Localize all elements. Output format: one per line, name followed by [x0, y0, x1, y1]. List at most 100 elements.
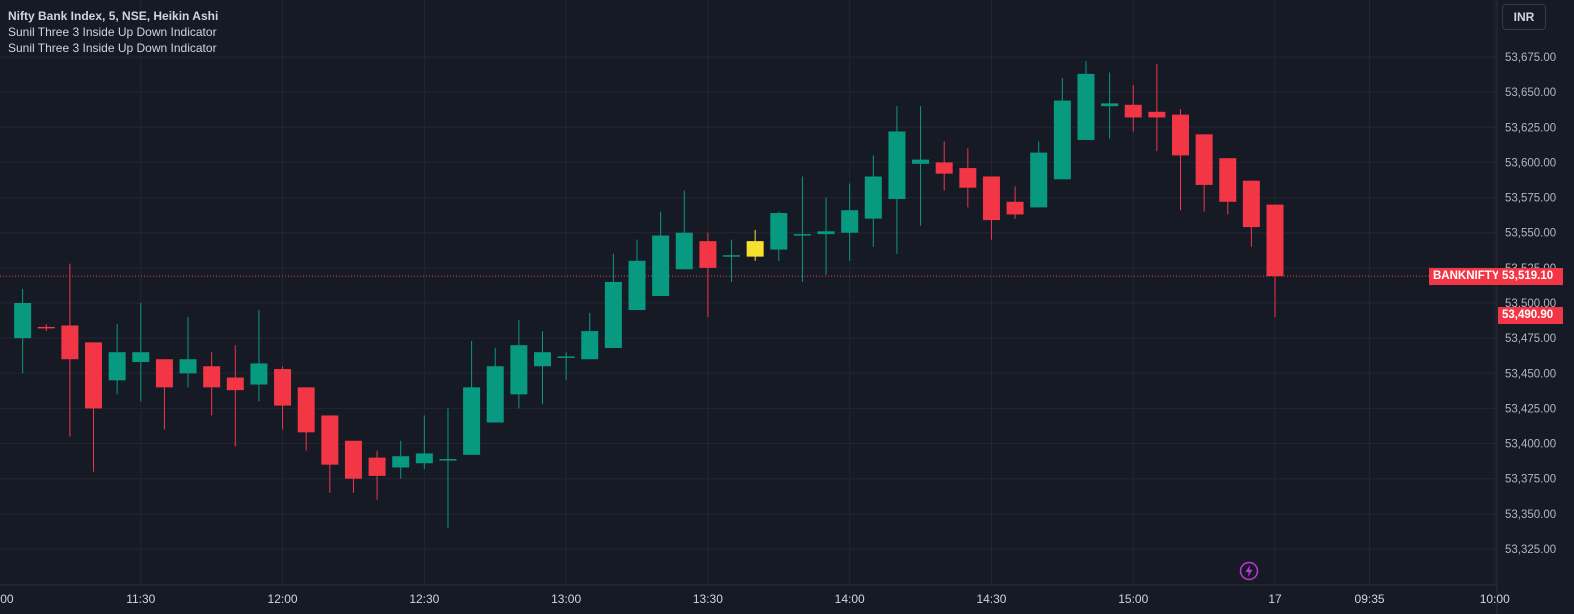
candle[interactable]: [1219, 158, 1237, 215]
candle[interactable]: [297, 387, 315, 451]
candle[interactable]: [817, 197, 835, 275]
candle-body: [344, 440, 362, 479]
candle[interactable]: [1077, 61, 1095, 140]
candle-body: [604, 281, 622, 348]
candle[interactable]: [982, 176, 1000, 240]
candle[interactable]: [1006, 186, 1024, 219]
candle[interactable]: [1195, 134, 1213, 212]
candle[interactable]: [675, 190, 693, 270]
candle[interactable]: [723, 239, 741, 282]
candle-body: [817, 231, 835, 235]
candle[interactable]: [344, 440, 362, 493]
candle[interactable]: [581, 312, 599, 360]
candle[interactable]: [61, 263, 79, 437]
candle[interactable]: [746, 229, 764, 261]
candle-body: [628, 260, 646, 311]
candle[interactable]: [652, 211, 670, 296]
candle[interactable]: [1266, 204, 1284, 318]
candle[interactable]: [533, 331, 551, 405]
candle[interactable]: [1101, 72, 1119, 139]
lightning-bolt-icon[interactable]: [1239, 561, 1259, 581]
candle-body: [841, 210, 859, 233]
candle[interactable]: [1172, 109, 1189, 211]
price-axis[interactable]: 53,325.00 53,350.00 53,375.00 53,400.00 53,4…: [1496, 0, 1556, 614]
candle-body: [959, 168, 977, 188]
candle[interactable]: [274, 366, 292, 430]
x-tick-label: 17: [1268, 592, 1282, 606]
candle-body: [61, 325, 79, 360]
candle[interactable]: [912, 106, 930, 226]
grid-lines: [0, 0, 1497, 585]
time-axis[interactable]: 11:00 11:30 12:00 12:30 13:00 13:30 14:00 14:30…: [0, 584, 1510, 606]
candle-body: [37, 326, 55, 329]
candle-body: [793, 234, 811, 236]
candle[interactable]: [155, 359, 173, 430]
candle-body: [581, 331, 599, 360]
chart-legend: Nifty Bank Index, 5, NSE, Heikin Ashi Su…: [8, 8, 218, 56]
candle[interactable]: [793, 176, 811, 282]
candle-body: [912, 159, 930, 164]
candle[interactable]: [85, 342, 103, 472]
candle[interactable]: [628, 239, 646, 311]
y-tick-label: 53,500.00: [1505, 298, 1556, 310]
candle-body: [250, 363, 268, 385]
candle[interactable]: [1148, 64, 1166, 152]
candle[interactable]: [864, 155, 882, 247]
candle[interactable]: [1030, 141, 1048, 208]
candle[interactable]: [132, 303, 150, 402]
candle[interactable]: [368, 450, 386, 500]
candle[interactable]: [415, 415, 433, 469]
candle[interactable]: [439, 408, 457, 528]
candle-body: [108, 352, 126, 381]
candle[interactable]: [935, 141, 953, 191]
candle[interactable]: [604, 253, 622, 348]
x-tick-label: 13:30: [693, 592, 723, 606]
indicator-label[interactable]: Sunil Three 3 Inside Up Down Indicator: [8, 25, 217, 39]
candle[interactable]: [1124, 85, 1142, 132]
candle-body: [155, 359, 173, 388]
x-tick-label: 14:00: [835, 592, 865, 606]
y-tick-label: 53,600.00: [1505, 157, 1556, 169]
candle-body: [652, 235, 670, 296]
candle[interactable]: [888, 106, 906, 254]
candle[interactable]: [226, 345, 244, 447]
x-tick-label: 14:30: [976, 592, 1006, 606]
candle[interactable]: [179, 317, 197, 388]
candle[interactable]: [321, 415, 339, 493]
candle[interactable]: [14, 288, 32, 374]
candle[interactable]: [1053, 78, 1071, 180]
candle[interactable]: [37, 324, 55, 332]
y-tick-label: 53,400.00: [1505, 439, 1556, 451]
candle[interactable]: [463, 340, 481, 455]
candle[interactable]: [959, 148, 977, 208]
candle[interactable]: [557, 352, 575, 381]
indicator-label[interactable]: Sunil Three 3 Inside Up Down Indicator: [8, 41, 217, 55]
candle[interactable]: [392, 440, 410, 479]
x-tick-label: 10:00: [1480, 592, 1510, 606]
x-tick-label: 13:00: [551, 592, 581, 606]
candle-body: [1219, 158, 1237, 202]
candle[interactable]: [203, 352, 221, 416]
candle-body: [1124, 104, 1142, 118]
x-tick-label: 15:00: [1118, 592, 1148, 606]
currency-button[interactable]: INR: [1502, 4, 1546, 30]
candle-body: [557, 356, 575, 358]
candle[interactable]: [510, 319, 528, 409]
candle-body: [1053, 100, 1071, 180]
candle[interactable]: [108, 324, 126, 395]
candle[interactable]: [250, 310, 268, 402]
candle-body: [321, 415, 339, 465]
x-tick-label: 09:35: [1355, 592, 1385, 606]
candle[interactable]: [699, 232, 717, 318]
y-tick-label: 53,575.00: [1505, 193, 1556, 205]
candle[interactable]: [486, 347, 504, 423]
y-tick-label: 53,550.00: [1505, 228, 1556, 240]
candle[interactable]: [841, 183, 859, 261]
candle-body: [1148, 111, 1166, 118]
candle[interactable]: [1242, 180, 1260, 247]
symbol-title[interactable]: Nifty Bank Index, 5, NSE, Heikin Ashi: [8, 9, 219, 23]
candles[interactable]: [14, 61, 1284, 528]
candle[interactable]: [770, 211, 788, 261]
